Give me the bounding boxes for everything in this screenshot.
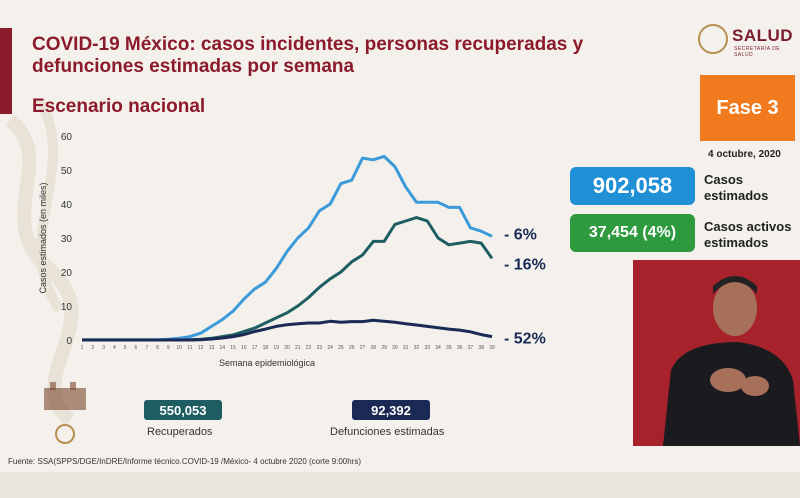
x-tick-label: 17 (252, 345, 258, 351)
y-axis-title: Casos estimados (en miles) (38, 182, 48, 293)
y-tick-label: 40 (61, 200, 73, 211)
x-tick-label: 30 (392, 345, 398, 351)
x-tick-label: 16 (241, 345, 247, 351)
series-annotation-recuperados: - 16% (504, 256, 546, 273)
x-tick-label: 21 (295, 345, 301, 351)
x-tick-label: 34 (435, 345, 441, 351)
casos-activos-value: 37,454 (4%) (570, 214, 695, 252)
interpreter-figure (633, 260, 800, 446)
y-tick-label: 30 (61, 234, 73, 245)
x-tick-label: 38 (478, 345, 484, 351)
source-footnote: Fuente: SSA(SPPS/DGE/InDRE/Informe técni… (8, 457, 362, 466)
recuperados-value: 550,053 (144, 400, 222, 420)
x-tick-label: 19 (273, 345, 279, 351)
x-tick-label: 32 (414, 345, 420, 351)
x-tick-label: 39 (489, 345, 495, 351)
sign-language-interpreter-video (633, 260, 800, 446)
y-tick-label: 10 (61, 302, 73, 313)
x-tick-label: 9 (167, 345, 170, 351)
x-tick-label: 29 (381, 345, 387, 351)
salud-logo-name: SALUD (732, 26, 794, 45)
x-tick-label: 3 (102, 345, 105, 351)
x-tick-label: 22 (306, 345, 312, 351)
casos-estimados-label: Casos estimados (704, 172, 769, 203)
x-tick-label: 5 (124, 345, 127, 351)
series-line-defunciones (82, 318, 493, 342)
x-tick-label: 37 (468, 345, 474, 351)
x-tick-label: 10 (176, 345, 182, 351)
x-tick-label: 14 (219, 345, 225, 351)
page-subtitle: Escenario nacional (32, 96, 206, 117)
y-tick-label: 20 (61, 268, 73, 279)
y-tick-label: 60 (61, 132, 73, 143)
phase-badge: Fase 3 (700, 75, 795, 141)
brand-accent-bar (0, 28, 12, 114)
x-tick-label: 31 (403, 345, 409, 351)
x-tick-label: 24 (327, 345, 333, 351)
x-tick-label: 1 (81, 345, 84, 351)
y-tick-label: 50 (61, 166, 73, 177)
recuperados-label: Recuperados (147, 426, 213, 438)
x-tick-label: 33 (424, 345, 430, 351)
building-logo-icon (44, 382, 86, 444)
x-tick-label: 11 (187, 345, 192, 351)
x-tick-label: 35 (446, 345, 452, 351)
casos-estimados-value: 902,058 (570, 167, 695, 205)
x-tick-label: 12 (198, 345, 204, 351)
x-tick-label: 13 (209, 345, 215, 351)
x-tick-label: 36 (457, 345, 463, 351)
x-tick-label: 27 (360, 345, 366, 351)
x-tick-label: 4 (113, 345, 116, 351)
y-tick-label: 0 (66, 336, 72, 347)
mexico-seal-icon (698, 24, 728, 54)
report-date: 4 octubre, 2020 (708, 149, 781, 160)
x-tick-label: 2 (91, 345, 94, 351)
x-axis-title: Semana epidemiológica (219, 358, 315, 368)
series-annotation-casos: - 6% (504, 226, 537, 243)
x-tick-label: 8 (156, 345, 159, 351)
x-tick-label: 6 (135, 345, 138, 351)
x-tick-label: 15 (230, 345, 236, 351)
salud-logo-sub: SECRETARÍA DE SALUD (734, 46, 781, 58)
background-watermark (5, 100, 79, 426)
bottom-strip (0, 472, 800, 498)
page-title: COVID-19 México: casos incidentes, perso… (32, 34, 584, 77)
defunciones-label: Defunciones estimadas (330, 426, 445, 438)
x-tick-label: 7 (145, 345, 148, 351)
x-tick-label: 23 (317, 345, 323, 351)
x-tick-label: 28 (371, 345, 377, 351)
x-tick-label: 18 (263, 345, 269, 351)
x-tick-label: 26 (349, 345, 355, 351)
institutional-logos (40, 378, 90, 448)
series-annotation-defunciones: - 52% (504, 331, 546, 348)
x-tick-label: 25 (338, 345, 344, 351)
casos-activos-label: Casos activos estimados (704, 219, 792, 250)
series-line-recuperados (82, 216, 494, 342)
defunciones-value: 92,392 (352, 400, 430, 420)
x-tick-label: 20 (284, 345, 290, 351)
salud-logo: SALUD SECRETARÍA DE SALUD (698, 24, 798, 58)
